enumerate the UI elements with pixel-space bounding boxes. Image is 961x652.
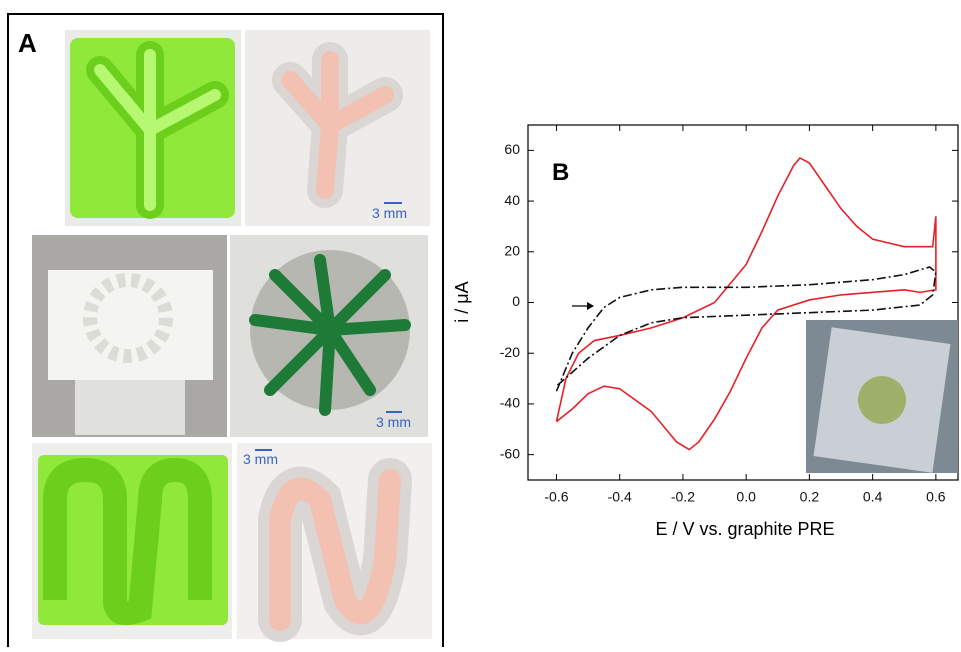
y-tick-label: 20: [504, 242, 520, 258]
y-tick-label: 60: [504, 141, 520, 157]
scale-label: 3 mm: [243, 451, 278, 467]
stamp-base: [75, 380, 185, 435]
scan-arrow-head: [587, 302, 594, 310]
inset-electrode: [858, 376, 906, 424]
page: {"panel_a": {"label": "A", "scale_bars":…: [0, 0, 961, 647]
stamp: [48, 270, 213, 380]
x-tick-label: 0.0: [736, 489, 756, 505]
panel-a-label: A: [18, 28, 37, 58]
x-tick-label: 0.2: [800, 489, 820, 505]
y-tick-label: 0: [512, 293, 520, 309]
scale-label: 3 mm: [376, 414, 411, 430]
panel-b-label: B: [552, 159, 569, 186]
x-tick-label: 0.6: [926, 489, 946, 505]
y-axis-label: i / μA: [452, 281, 472, 322]
figure: A 3 mm 3 mm 3 mm B -0.6 -0.4 -0.2 0.0 0.2 0.4…: [0, 0, 961, 647]
x-axis-label: E / V vs. graphite PRE: [655, 519, 834, 539]
y-tick-label: -60: [500, 445, 520, 461]
y-tick-label: 40: [504, 192, 520, 208]
x-tick-label: -0.6: [544, 489, 568, 505]
x-tick-label: -0.2: [671, 489, 695, 505]
x-tick-label: 0.4: [863, 489, 883, 505]
x-tick-label: -0.4: [608, 489, 632, 505]
y-tick-label: -40: [500, 395, 520, 411]
y-tick-label: -20: [500, 344, 520, 360]
scale-label: 3 mm: [372, 205, 407, 221]
